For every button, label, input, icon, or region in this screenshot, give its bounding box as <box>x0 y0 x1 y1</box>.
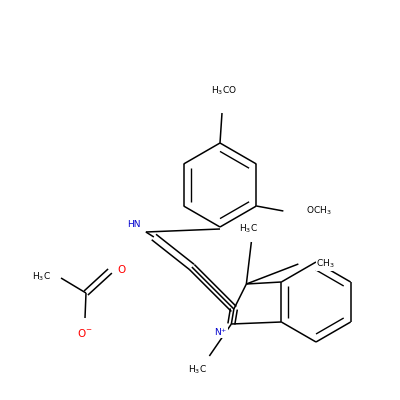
Text: O: O <box>117 265 125 275</box>
Text: H$_3$CO: H$_3$CO <box>211 84 237 97</box>
Text: H$_3$C: H$_3$C <box>239 222 258 235</box>
Text: HN: HN <box>127 220 141 229</box>
Text: H$_3$C: H$_3$C <box>32 271 51 283</box>
Text: O$^{-}$: O$^{-}$ <box>77 327 93 339</box>
Text: N$^{+}$: N$^{+}$ <box>214 326 227 338</box>
Text: H$_3$C: H$_3$C <box>188 364 207 376</box>
Text: CH$_3$: CH$_3$ <box>316 258 335 270</box>
Text: OCH$_3$: OCH$_3$ <box>306 205 332 217</box>
